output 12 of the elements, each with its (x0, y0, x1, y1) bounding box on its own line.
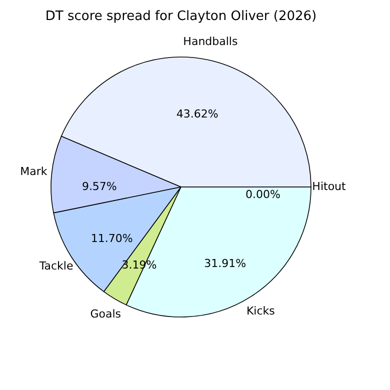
slice-label: Tackle (38, 260, 74, 273)
data-label: 31.91% (204, 257, 246, 270)
slice-label: Goals (90, 307, 122, 320)
category-label: Hitout (312, 180, 346, 193)
slice-label: Kicks (246, 304, 276, 318)
data-label: 43.62% (176, 108, 218, 121)
slice-label: Handballs (183, 34, 238, 48)
chart-title: DT score spread for Clayton Oliver (2026) (45, 9, 317, 24)
slice-label: Mark (20, 165, 48, 178)
data-label: 9.57% (82, 180, 117, 193)
data-label: 11.70% (90, 232, 133, 246)
text: 0.00% (246, 188, 280, 201)
